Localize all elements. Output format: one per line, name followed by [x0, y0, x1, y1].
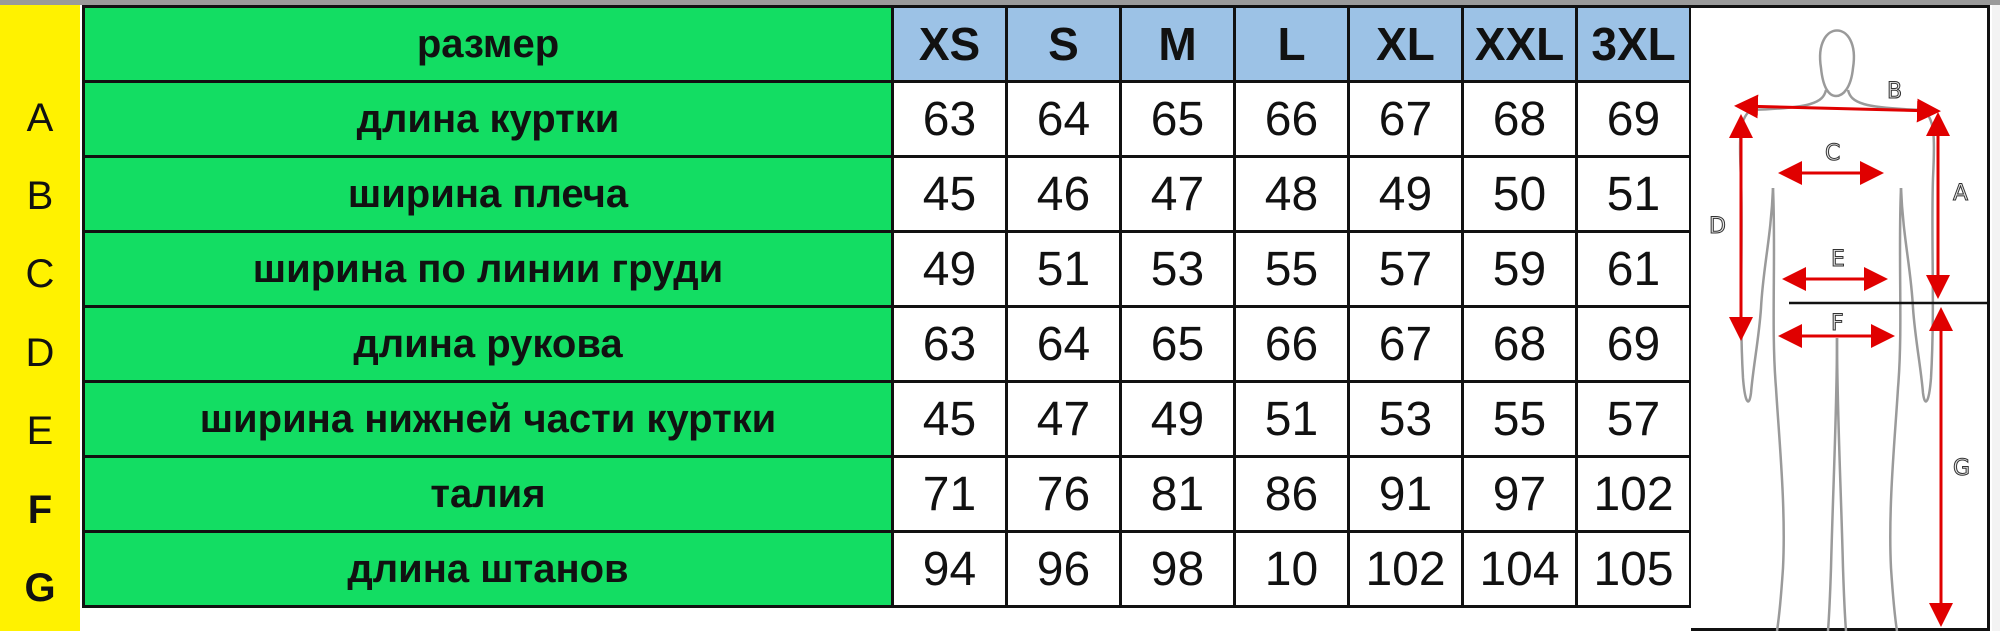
- body-diagram: B A C D E F G: [1709, 29, 1987, 631]
- row-letter: A: [26, 95, 54, 140]
- table-row: длина штанов 94 96 98 10 102 104 105: [82, 530, 1692, 608]
- table-row: ширина по линии груди 49 51 53 55 57 59 61: [82, 230, 1692, 308]
- size-value-cell: 91: [1347, 455, 1464, 533]
- size-header: XXL: [1461, 5, 1578, 83]
- measurement-label: талия: [82, 455, 894, 533]
- size-header: XL: [1347, 5, 1464, 83]
- size-value-cell: 63: [891, 80, 1008, 158]
- size-value-cell: 47: [1005, 380, 1122, 458]
- label-b: B: [1887, 79, 1902, 104]
- size-value-cell: 97: [1461, 455, 1578, 533]
- size-value-cell: 65: [1119, 305, 1236, 383]
- size-value-cell: 102: [1575, 455, 1692, 533]
- size-value-cell: 49: [1347, 155, 1464, 233]
- size-value-cell: 59: [1461, 230, 1578, 308]
- size-value-cell: 55: [1233, 230, 1350, 308]
- size-value-cell: 98: [1119, 530, 1236, 608]
- size-value-cell: 68: [1461, 80, 1578, 158]
- label-e: E: [1831, 247, 1845, 272]
- measurement-label: ширина плеча: [82, 155, 894, 233]
- spreadsheet-background: [1992, 5, 2000, 631]
- size-header: L: [1233, 5, 1350, 83]
- size-value-cell: 81: [1119, 455, 1236, 533]
- measurement-label: ширина по линии груди: [82, 230, 894, 308]
- measurement-label: ширина нижней части куртки: [82, 380, 894, 458]
- size-value-cell: 57: [1575, 380, 1692, 458]
- size-value-cell: 51: [1575, 155, 1692, 233]
- size-value-cell: 49: [891, 230, 1008, 308]
- size-value-cell: 53: [1119, 230, 1236, 308]
- spreadsheet-top-border: [0, 0, 2000, 5]
- size-value-cell: 55: [1461, 380, 1578, 458]
- size-value-cell: 102: [1347, 530, 1464, 608]
- row-letter: B: [26, 173, 54, 218]
- size-value-cell: 94: [891, 530, 1008, 608]
- size-value-cell: 49: [1119, 380, 1236, 458]
- size-value-cell: 50: [1461, 155, 1578, 233]
- size-value-cell: 64: [1005, 80, 1122, 158]
- size-header: M: [1119, 5, 1236, 83]
- row-letter: D: [25, 330, 55, 375]
- measurement-label: длина штанов: [82, 530, 894, 608]
- size-header: XS: [891, 5, 1008, 83]
- size-value-cell: 105: [1575, 530, 1692, 608]
- size-value-cell: 10: [1233, 530, 1350, 608]
- size-header: S: [1005, 5, 1122, 83]
- label-a: A: [1953, 181, 1968, 206]
- label-f: F: [1831, 311, 1844, 336]
- size-value-cell: 51: [1233, 380, 1350, 458]
- size-value-cell: 64: [1005, 305, 1122, 383]
- size-value-cell: 66: [1233, 80, 1350, 158]
- table-row: ширина нижней части куртки 45 47 49 51 53 55 57: [82, 380, 1692, 458]
- label-g: G: [1953, 456, 1970, 481]
- size-value-cell: 51: [1005, 230, 1122, 308]
- size-value-cell: 67: [1347, 80, 1464, 158]
- size-value-cell: 57: [1347, 230, 1464, 308]
- size-value-cell: 71: [891, 455, 1008, 533]
- size-value-cell: 86: [1233, 455, 1350, 533]
- size-value-cell: 45: [891, 155, 1008, 233]
- size-value-cell: 69: [1575, 80, 1692, 158]
- row-letter-column: A B C D E F G: [0, 5, 80, 631]
- size-value-cell: 61: [1575, 230, 1692, 308]
- header-row: размер XS S M L XL XXL 3XL: [82, 5, 1692, 83]
- size-value-cell: 65: [1119, 80, 1236, 158]
- size-chart-table: размер XS S M L XL XXL 3XL длина куртки 6…: [82, 5, 1692, 608]
- measurement-label: длина рукова: [82, 305, 894, 383]
- size-header-label: размер: [82, 5, 894, 83]
- label-d: D: [1709, 214, 1726, 239]
- body-measurement-figure: B A C D E F G: [1691, 5, 1990, 631]
- size-value-cell: 46: [1005, 155, 1122, 233]
- size-value-cell: 48: [1233, 155, 1350, 233]
- size-value-cell: 45: [891, 380, 1008, 458]
- measurement-label: длина куртки: [82, 80, 894, 158]
- size-value-cell: 67: [1347, 305, 1464, 383]
- table-row: ширина плеча 45 46 47 48 49 50 51: [82, 155, 1692, 233]
- size-value-cell: 76: [1005, 455, 1122, 533]
- size-value-cell: 63: [891, 305, 1008, 383]
- size-value-cell: 66: [1233, 305, 1350, 383]
- size-value-cell: 68: [1461, 305, 1578, 383]
- table-row: длина рукова 63 64 65 66 67 68 69: [82, 305, 1692, 383]
- row-letter: C: [25, 251, 55, 296]
- arrow-b: [1734, 94, 1941, 123]
- size-value-cell: 96: [1005, 530, 1122, 608]
- size-header: 3XL: [1575, 5, 1692, 83]
- table-row: талия 71 76 81 86 91 97 102: [82, 455, 1692, 533]
- row-letter: E: [26, 408, 54, 453]
- size-value-cell: 53: [1347, 380, 1464, 458]
- table-row: длина куртки 63 64 65 66 67 68 69: [82, 80, 1692, 158]
- measurement-arrows: [1729, 94, 1953, 627]
- row-letter: F: [27, 487, 53, 532]
- size-value-cell: 47: [1119, 155, 1236, 233]
- size-value-cell: 104: [1461, 530, 1578, 608]
- label-c: C: [1825, 141, 1840, 166]
- size-value-cell: 69: [1575, 305, 1692, 383]
- row-letter: G: [24, 565, 56, 610]
